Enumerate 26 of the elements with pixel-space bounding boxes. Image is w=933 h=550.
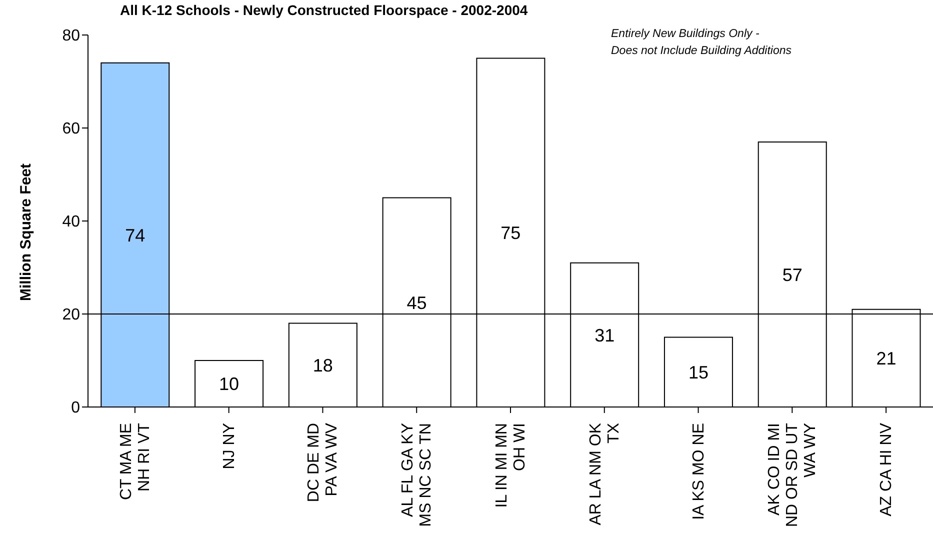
data-label: 18 — [312, 356, 333, 376]
data-label: 45 — [406, 292, 427, 313]
y-tick-label: 20 — [62, 306, 80, 324]
data-label: 74 — [125, 225, 146, 246]
annotation: Entirely New Buildings Only - Does not Include Building Additions — [611, 27, 792, 59]
y-tick-label: 80 — [62, 28, 80, 45]
x-tick-label: AR LA NM OK TX — [587, 422, 622, 526]
x-tick-label: IL IN MI MN OH WI — [494, 423, 528, 508]
x-tick-label: AK CO ID MI ND OR SD UT WA WY — [766, 422, 820, 527]
y-tick-label: 60 — [62, 120, 80, 138]
data-label: 21 — [876, 348, 896, 369]
y-tick-label: 40 — [62, 214, 80, 231]
y-axis-title: Million Square Feet — [17, 163, 34, 301]
x-tick-label: NJ NY — [220, 422, 238, 470]
data-label: 75 — [500, 223, 521, 244]
y-tick-label: 0 — [71, 400, 80, 417]
x-tick-label: DC DE MD PA VA WV — [306, 422, 341, 502]
x-tick-label: CT MA ME NH RI VT — [118, 422, 153, 500]
data-label: 15 — [688, 362, 708, 383]
data-label: 57 — [782, 264, 802, 285]
x-tick-label: IA KS MO NE — [690, 423, 708, 520]
data-label: 10 — [219, 374, 240, 394]
data-label: 31 — [594, 325, 615, 346]
chart-title: All K-12 Schools - Newly Constructed Floorspace - 2002-2004 — [120, 2, 528, 18]
x-tick-label: AZ CA HI NV — [878, 422, 896, 516]
x-tick-label: AL FL GA KY MS NC SC TN — [400, 422, 435, 527]
